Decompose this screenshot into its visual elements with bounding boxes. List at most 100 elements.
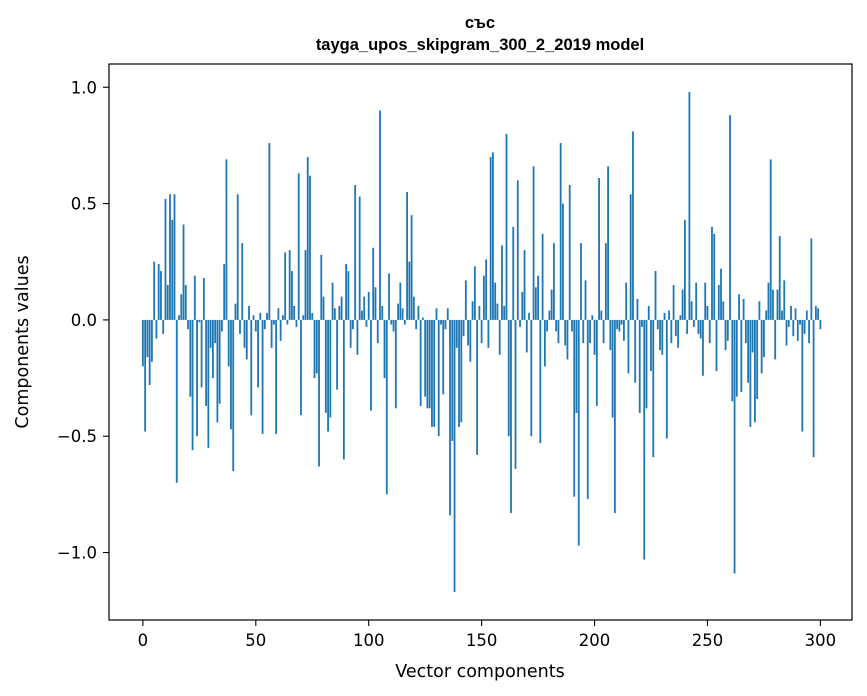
bar-component-213: [623, 319, 625, 341]
x-tick-label: 200: [579, 631, 611, 650]
bar-component-224: [647, 305, 650, 320]
bar-component-164: [512, 226, 515, 320]
bar-component-127: [428, 319, 431, 409]
bar-component-14: [173, 194, 176, 320]
bar-component-226: [652, 319, 655, 458]
bar-component-47: [248, 305, 250, 320]
bar-component-274: [760, 319, 763, 374]
bar-component-77: [315, 319, 318, 374]
bar-component-162: [507, 319, 510, 437]
bar-component-26: [200, 319, 203, 388]
bar-component-139: [455, 319, 458, 348]
bar-component-97: [361, 310, 363, 320]
bar-component-124: [422, 317, 424, 320]
bar-component-92: [349, 319, 352, 348]
bar-component-39: [230, 319, 232, 430]
bar-component-94: [354, 184, 357, 320]
bar-component-121: [415, 319, 418, 330]
bar-component-29: [207, 319, 210, 448]
bar-component-290: [796, 319, 799, 341]
bar-component-91: [347, 271, 350, 320]
bar-component-64: [286, 319, 289, 325]
bar-component-299: [817, 308, 820, 320]
bar-component-74: [309, 175, 311, 320]
bar-component-23: [193, 275, 196, 320]
x-tick-label: 300: [805, 631, 837, 650]
bar-component-200: [593, 319, 596, 355]
bar-component-140: [458, 319, 460, 427]
bar-component-45: [243, 319, 246, 348]
bar-component-102: [372, 247, 375, 320]
bar-component-272: [756, 319, 759, 399]
bar-component-62: [281, 315, 284, 320]
bar-component-251: [708, 319, 711, 344]
bar-component-123: [419, 319, 422, 406]
bar-component-191: [573, 319, 576, 497]
bar-component-293: [803, 319, 806, 334]
bar-component-253: [713, 233, 716, 320]
bar-component-273: [758, 301, 761, 320]
y-axis-label: Components values: [13, 255, 33, 428]
bar-component-261: [731, 319, 734, 402]
bar-component-157: [496, 303, 499, 320]
x-axis-label: Vector components: [395, 662, 564, 682]
bar-component-275: [763, 319, 765, 358]
bar-component-265: [740, 319, 743, 393]
bar-component-163: [510, 319, 512, 513]
bar-component-190: [571, 319, 573, 332]
bar-component-56: [268, 143, 271, 320]
bar-component-111: [392, 319, 395, 332]
bar-component-78: [318, 319, 320, 467]
bar-component-231: [663, 312, 666, 320]
bar-component-130: [435, 308, 438, 320]
bar-component-291: [799, 319, 801, 325]
bar-component-240: [683, 219, 686, 320]
bar-component-143: [464, 280, 467, 320]
bar-component-144: [467, 319, 469, 346]
bar-component-246: [697, 319, 700, 334]
bar-component-227: [654, 271, 657, 320]
bar-component-161: [505, 133, 508, 320]
bar-component-82: [327, 319, 329, 432]
bar-component-256: [720, 268, 722, 320]
bar-component-115: [401, 308, 404, 320]
bar-component-33: [216, 319, 219, 423]
bar-component-84: [331, 282, 334, 320]
bar-component-168: [521, 291, 524, 320]
bar-component-179: [546, 319, 549, 332]
bar-component-184: [557, 319, 560, 344]
bar-component-1: [144, 319, 147, 432]
bar-component-60: [277, 308, 280, 320]
bar-component-178: [543, 319, 546, 367]
bar-component-214: [625, 282, 628, 320]
bar-component-44: [241, 243, 244, 320]
bar-component-71: [302, 315, 305, 320]
bar-component-203: [600, 310, 603, 320]
bar-component-18: [182, 224, 185, 320]
bar-component-79: [320, 254, 323, 320]
bar-component-195: [582, 319, 585, 344]
bar-component-294: [805, 310, 808, 320]
bar-component-208: [611, 319, 614, 418]
bar-component-30: [209, 319, 212, 348]
bar-component-237: [677, 319, 680, 348]
bar-component-298: [814, 305, 817, 320]
bar-component-242: [688, 91, 691, 320]
bar-component-189: [568, 184, 571, 320]
bar-component-286: [787, 319, 790, 327]
bar-component-219: [636, 298, 639, 320]
bar-component-101: [370, 319, 372, 411]
x-tick-label: 250: [692, 631, 724, 650]
bar-component-58: [272, 319, 275, 325]
bar-component-81: [324, 319, 327, 413]
bar-component-86: [336, 319, 338, 390]
bar-component-104: [376, 319, 379, 344]
bar-component-284: [783, 280, 786, 320]
bar-component-96: [358, 196, 361, 320]
bar-component-260: [729, 115, 731, 320]
bar-component-181: [550, 289, 553, 320]
bar-component-76: [313, 319, 316, 379]
bar-component-85: [333, 308, 336, 320]
bar-component-277: [767, 282, 770, 320]
bar-component-171: [528, 312, 530, 320]
